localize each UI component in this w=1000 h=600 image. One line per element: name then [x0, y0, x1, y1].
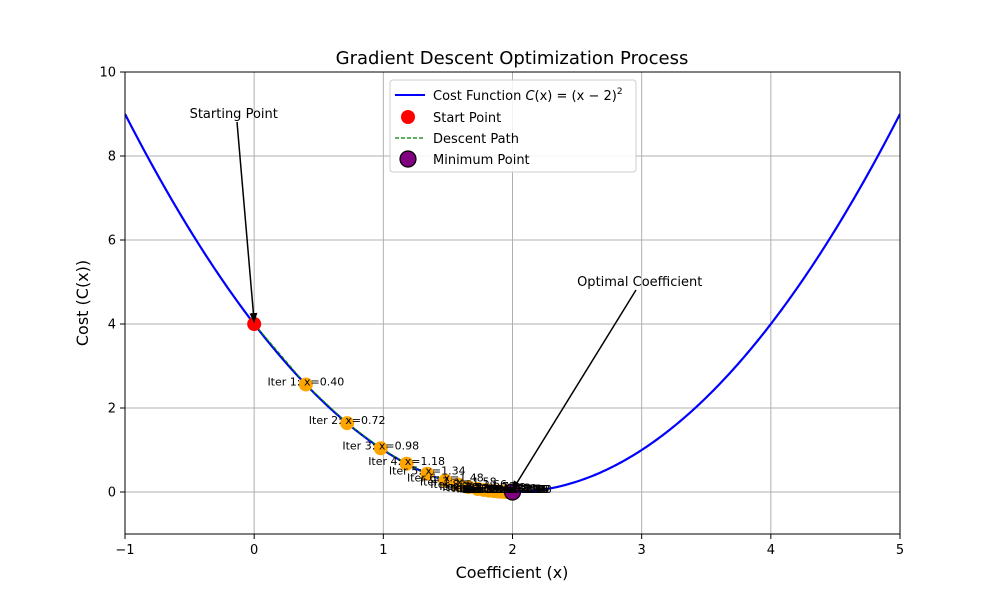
legend: Cost Function C(x) = (x − 2)2 Start Poin… [389, 79, 637, 173]
x-tick-label: 5 [896, 543, 904, 558]
chart-title: Gradient Descent Optimization Process [336, 48, 689, 69]
legend-minimum-point-swatch [399, 150, 417, 168]
plot-area [125, 113, 900, 501]
y-tick-label: 2 [108, 402, 116, 417]
y-axis-label: Cost (C(x)) [73, 260, 92, 346]
iteration-label: Iter 6: x=1.48 [407, 472, 484, 485]
annotation-arrow [511, 289, 637, 491]
iteration-label: Iter 3: x=0.98 [342, 439, 419, 452]
annotations: Iter 1: x=0.40 Iter 2: x=0.72 Iter 3: x=0.… [190, 107, 703, 496]
iteration-label: Iter 14: x=1.91 [459, 483, 543, 496]
iteration-label: Iter 11: x=1.82 [447, 482, 531, 495]
iteration-label: Iter 20: x=1.98 [468, 483, 552, 496]
legend-box [389, 79, 637, 173]
x-tick-label: 1 [379, 543, 387, 558]
x-axis-label: Coefficient (x) [456, 563, 569, 582]
legend-cost-function: Cost Function C(x) = (x − 2)2 [433, 87, 623, 104]
iteration-point [298, 377, 313, 392]
iteration-label: Iter 5: x=1.34 [389, 465, 466, 478]
iteration-point [438, 473, 453, 488]
annotation-arrow [236, 121, 258, 323]
iteration-label: Iter 2: x=0.72 [309, 414, 386, 427]
iteration-label: Iter 7: x=1.58 [420, 476, 497, 489]
x-tick-label: 0 [250, 543, 258, 558]
y-tick-label: 8 [108, 150, 116, 165]
annotation-label: Optimal Coefficient [577, 275, 702, 290]
legend-descent-path: Descent Path [433, 132, 519, 147]
iteration-point [399, 456, 414, 471]
iteration-label: Iter 18: x=1.96 [465, 483, 549, 496]
axis-ticks: −1 0 1 2 3 4 5 0 2 4 6 8 10 [99, 66, 904, 559]
y-tick-label: 0 [108, 486, 116, 501]
x-tick-label: 3 [638, 543, 646, 558]
iteration-label: Iter 15: x=1.93 [462, 483, 546, 496]
iteration-label: Iter 17: x=1.95 [464, 483, 548, 496]
iteration-label: Iter 9: x=1.73 [439, 480, 516, 493]
legend-start-point: Start Point [433, 111, 501, 126]
y-tick-label: 6 [108, 234, 116, 249]
x-tick-label: −1 [115, 543, 134, 558]
iteration-label: Iter 19: x=1.97 [467, 483, 551, 496]
iteration-label: Iter 4: x=1.18 [368, 455, 445, 468]
legend-start-point-swatch [401, 110, 415, 124]
iteration-point [340, 416, 355, 431]
x-tick-label: 2 [508, 543, 516, 558]
y-tick-label: 4 [108, 318, 116, 333]
legend-minimum-point: Minimum Point [433, 153, 530, 168]
iteration-label: Iter 16: x=1.94 [463, 483, 547, 496]
iteration-label: Iter 1: x=0.40 [267, 375, 344, 388]
iteration-point [373, 441, 388, 456]
iteration-label: Iter 8: x=1.66 [430, 478, 507, 491]
iteration-label: Iter 10: x=1.78 [442, 481, 526, 494]
y-tick-label: 10 [99, 66, 116, 81]
annotation-label: Starting Point [190, 107, 278, 122]
x-tick-label: 4 [767, 543, 775, 558]
iteration-point [420, 466, 435, 481]
